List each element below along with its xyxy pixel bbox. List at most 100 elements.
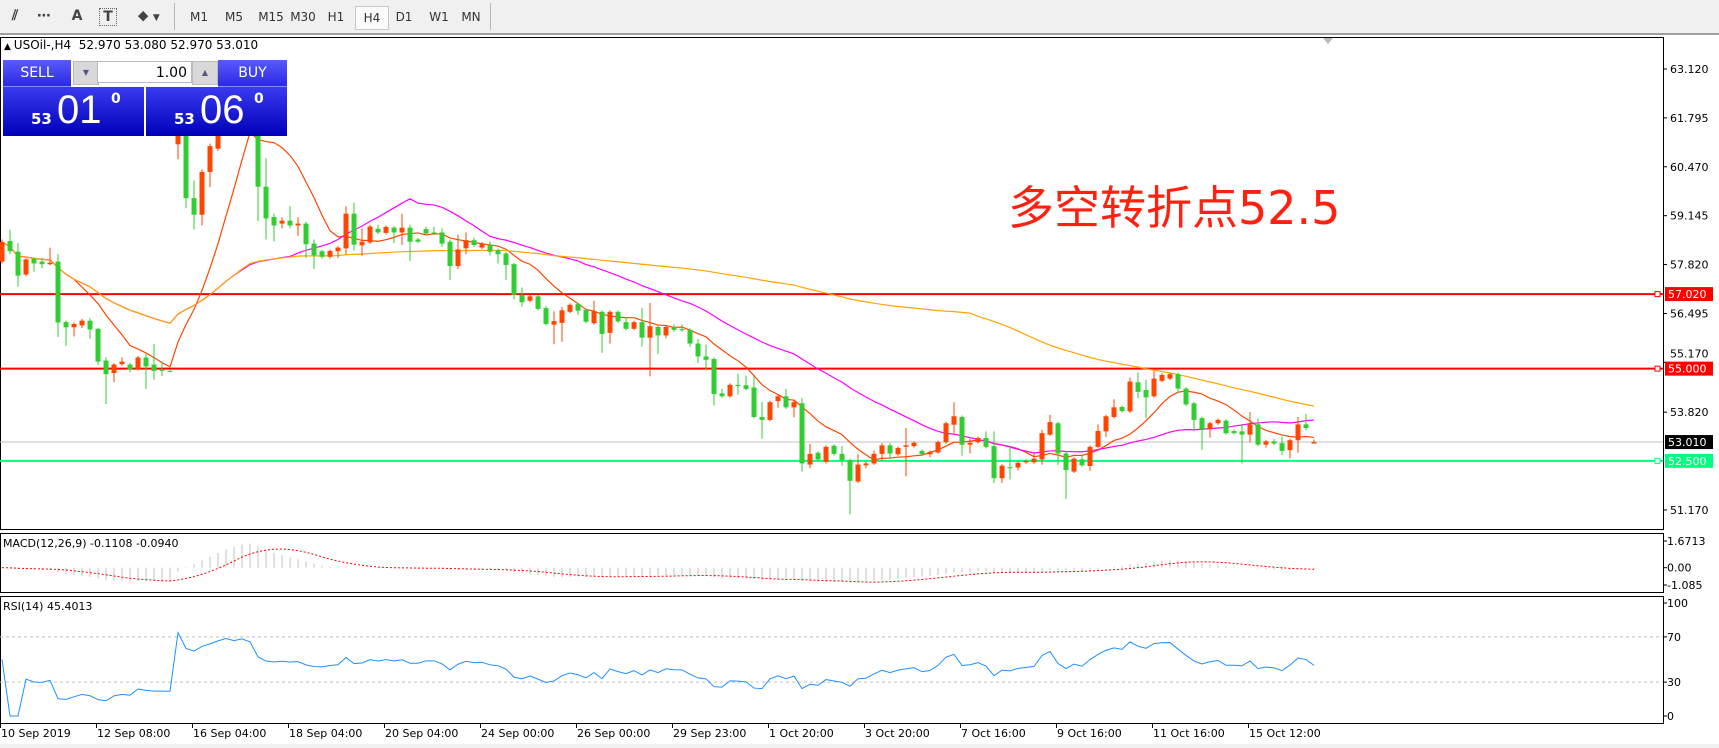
symbol-name: USOil-,H4: [13, 38, 72, 52]
rsi-tick-label: 70: [1667, 631, 1681, 644]
rsi-tick-label: 30: [1667, 676, 1681, 689]
candle-bullish: [527, 296, 533, 301]
lot-decrease-button[interactable]: ▼: [73, 61, 99, 85]
candle-bearish: [839, 453, 845, 461]
date-tick-label: 1 Oct 20:00: [769, 727, 834, 740]
candle-bearish: [783, 396, 789, 408]
candle-bullish: [199, 171, 205, 215]
timeframe-m15[interactable]: M15: [258, 10, 284, 24]
chevron-down-icon[interactable]: ▼: [152, 13, 160, 23]
candle-bearish: [103, 360, 109, 375]
price-tick-label: 57.820: [1670, 259, 1709, 272]
candle-bearish: [311, 243, 317, 256]
timeframe-m5[interactable]: M5: [225, 10, 243, 24]
candle-bearish: [1135, 382, 1141, 392]
sell-price[interactable]: 53 01 0: [3, 87, 144, 136]
price-tick-label: 55.170: [1670, 348, 1709, 361]
candle-bullish: [791, 402, 797, 408]
price-tick-label: 51.170: [1670, 504, 1709, 517]
timeframe-m1[interactable]: M1: [190, 10, 208, 24]
candle-bearish: [799, 403, 805, 464]
arrows-icon[interactable]: ⬥ ▼: [134, 6, 164, 26]
lot-increase-button[interactable]: ▲: [192, 61, 218, 85]
candle-bearish: [159, 369, 165, 371]
candle-bearish: [407, 227, 413, 242]
fibonacci-fan-icon[interactable]: ⋯: [37, 8, 51, 24]
price-tick-label: 63.120: [1670, 63, 1709, 76]
candle-bearish: [183, 114, 189, 199]
candle-bearish: [447, 241, 453, 267]
timeframe-h4[interactable]: H4: [355, 6, 389, 30]
candle-bullish: [879, 445, 885, 454]
price-tick-label: 56.495: [1670, 307, 1709, 320]
level-handle[interactable]: [1654, 291, 1661, 298]
candle-bearish: [1231, 430, 1237, 434]
candle-bullish: [1295, 424, 1301, 441]
ma-slow-line: [1, 241, 1315, 407]
candle-bearish: [543, 308, 549, 324]
candle-bullish: [367, 226, 373, 243]
price-tick-label: 53.820: [1670, 406, 1709, 419]
candle-bearish: [815, 452, 821, 460]
text-label-icon[interactable]: T: [99, 8, 117, 26]
timeframe-mn[interactable]: MN: [461, 10, 481, 24]
rsi-tick-label: 0: [1667, 710, 1674, 723]
lot-size-input[interactable]: 1.00: [97, 61, 192, 83]
candle-bullish: [631, 322, 637, 329]
candle-bullish: [343, 213, 349, 249]
date-tick-label: 24 Sep 00:00: [481, 727, 554, 740]
timeframe-h1[interactable]: H1: [327, 10, 345, 24]
main-panel-frame: [0, 37, 1664, 530]
candle-bearish: [151, 364, 157, 371]
candle-bullish: [1287, 440, 1293, 451]
candle-bearish: [519, 294, 525, 303]
candle-bearish: [127, 364, 133, 370]
candle-bullish: [295, 223, 301, 226]
candle-bullish: [551, 321, 557, 325]
timeframe-w1[interactable]: W1: [429, 10, 449, 24]
candle-bearish: [1303, 424, 1309, 429]
sell-button[interactable]: SELL: [3, 60, 71, 87]
candle-bearish: [711, 359, 717, 395]
candle-bearish: [415, 239, 421, 242]
sell-price-prefix: 53: [31, 110, 52, 128]
candle-bullish: [1047, 422, 1053, 435]
candle-bullish: [383, 226, 389, 233]
collapse-arrow-icon[interactable]: ▲: [4, 42, 14, 52]
buy-price[interactable]: 53 06 0: [146, 87, 287, 136]
candle-bearish: [639, 322, 645, 338]
candle-bearish: [1255, 424, 1261, 445]
candle-bearish: [1063, 453, 1069, 471]
level-handle[interactable]: [1654, 457, 1661, 464]
candle-bearish: [1007, 467, 1013, 469]
candle-bearish: [431, 232, 437, 234]
candle-bearish: [319, 251, 325, 257]
candle-bearish: [63, 322, 69, 328]
candle-bullish: [1071, 458, 1077, 472]
candle-bullish: [863, 463, 869, 466]
one-click-trading-panel: SELL ▼ 1.00 ▲ BUY 53 01 0 53 06 0: [3, 60, 287, 136]
candle-bullish: [999, 465, 1005, 479]
level-handle[interactable]: [1654, 365, 1661, 372]
candle-bullish: [647, 326, 653, 338]
candle-bullish: [663, 326, 669, 336]
candle-bullish: [111, 364, 117, 374]
timeframe-d1[interactable]: D1: [395, 10, 413, 24]
text-icon[interactable]: A: [71, 8, 83, 24]
date-tick-label: 18 Sep 04:00: [289, 727, 362, 740]
candle-bearish: [1183, 388, 1189, 405]
candle-bearish: [487, 244, 493, 252]
buy-price-main: 06: [200, 88, 245, 132]
timeframe-m30[interactable]: M30: [290, 10, 316, 24]
candle-bullish: [335, 247, 341, 252]
elliott-wave-icon[interactable]: ⫽: [11, 8, 19, 24]
candle-bullish: [23, 259, 29, 275]
candle-bullish: [327, 250, 333, 257]
candle-bearish: [599, 311, 605, 334]
chart-text-annotation[interactable]: 多空转折点52.5: [1008, 181, 1341, 235]
level-price-label: 55.000: [1668, 363, 1707, 376]
chart-shift-marker-icon[interactable]: [1323, 38, 1333, 44]
candle-bullish: [1263, 441, 1269, 445]
buy-button[interactable]: BUY: [218, 60, 287, 87]
